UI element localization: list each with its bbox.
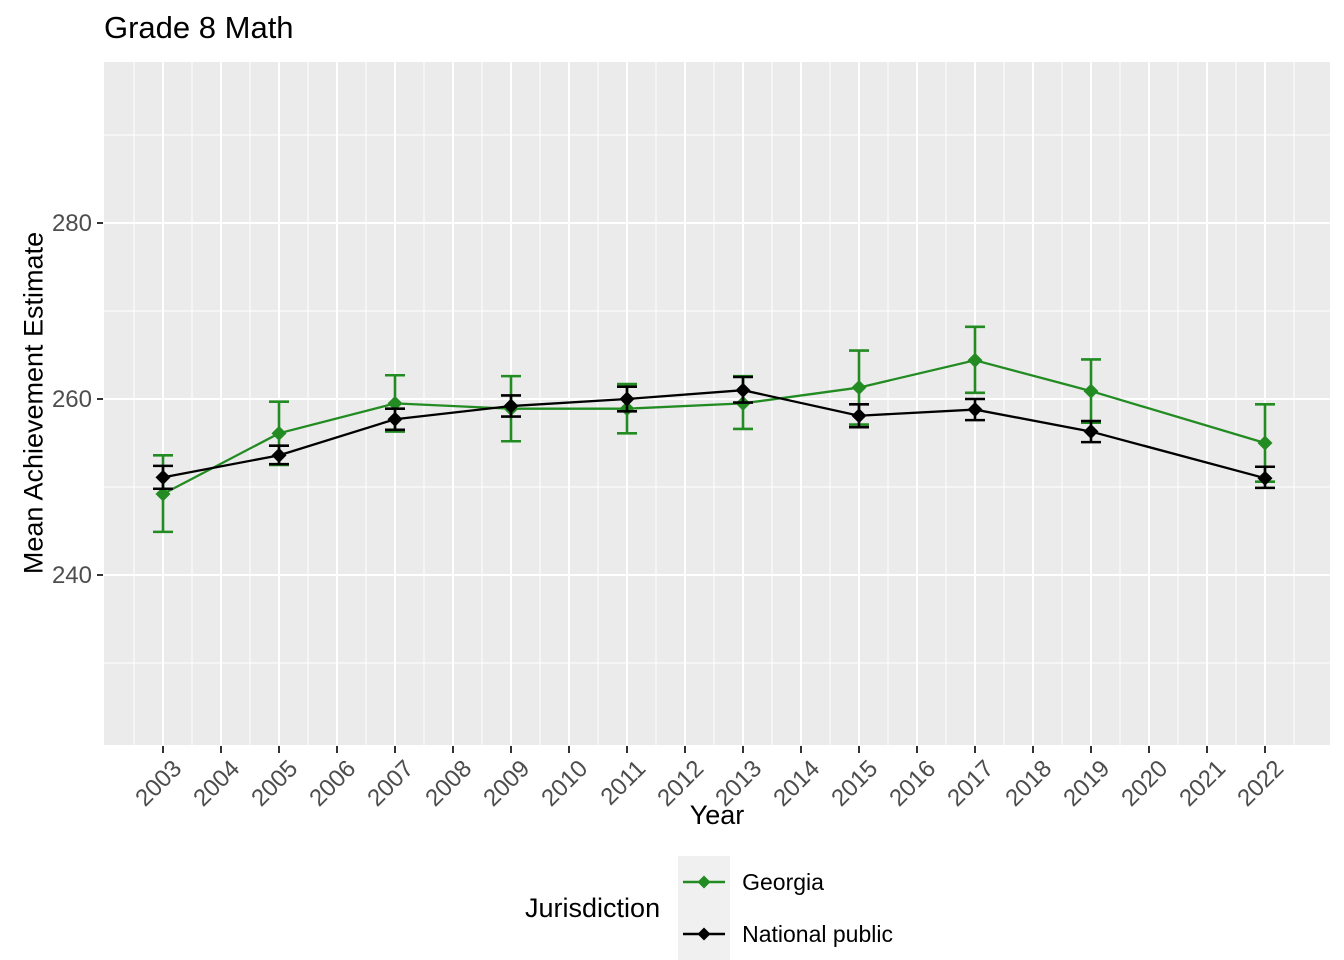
legend-items: Georgia National public — [678, 856, 909, 960]
data-point-national-public-2011 — [619, 391, 635, 407]
legend-key-glyph-georgia — [683, 875, 726, 889]
data-point-national-public-2017 — [967, 402, 983, 418]
x-axis-title: Year — [689, 800, 745, 830]
series-line-national-public — [162, 389, 1266, 480]
legend-key-glyph-national-public — [683, 927, 726, 941]
legend-label-georgia: Georgia — [742, 868, 824, 895]
y-tick-label: 260 — [52, 386, 92, 413]
legend-title: Jurisdiction — [525, 892, 661, 923]
chart-title: Grade 8 Math — [104, 10, 294, 45]
legend-item-georgia: Georgia — [678, 856, 893, 908]
data-point-national-public-2005 — [271, 447, 287, 463]
data-point-national-public-2007 — [387, 411, 403, 427]
data-point-national-public-2013 — [735, 382, 751, 398]
legend-key-national-public — [678, 908, 731, 960]
legend-item-national-public: National public — [678, 908, 893, 960]
data-point-georgia-2015 — [851, 380, 867, 396]
data-point-national-public-2022 — [1257, 470, 1273, 486]
data-point-national-public-2019 — [1083, 424, 1099, 440]
data-point-georgia-2022 — [1257, 435, 1273, 451]
legend: Jurisdiction Georgia National public — [45, 856, 1344, 960]
data-point-georgia-2003 — [155, 486, 171, 502]
data-point-national-public-2009 — [503, 398, 519, 414]
data-point-georgia-2017 — [967, 352, 983, 368]
y-tick-label: 240 — [52, 562, 92, 589]
data-point-georgia-2019 — [1083, 383, 1099, 399]
data-point-national-public-2003 — [155, 469, 171, 485]
data-point-georgia-2005 — [271, 425, 287, 441]
legend-label-national-public: National public — [742, 920, 893, 947]
legend-key-georgia — [678, 856, 731, 908]
series-line-georgia — [162, 359, 1266, 496]
data-point-national-public-2015 — [851, 408, 867, 424]
data-point-georgia-2007 — [387, 395, 403, 411]
y-tick-label: 280 — [52, 210, 92, 237]
